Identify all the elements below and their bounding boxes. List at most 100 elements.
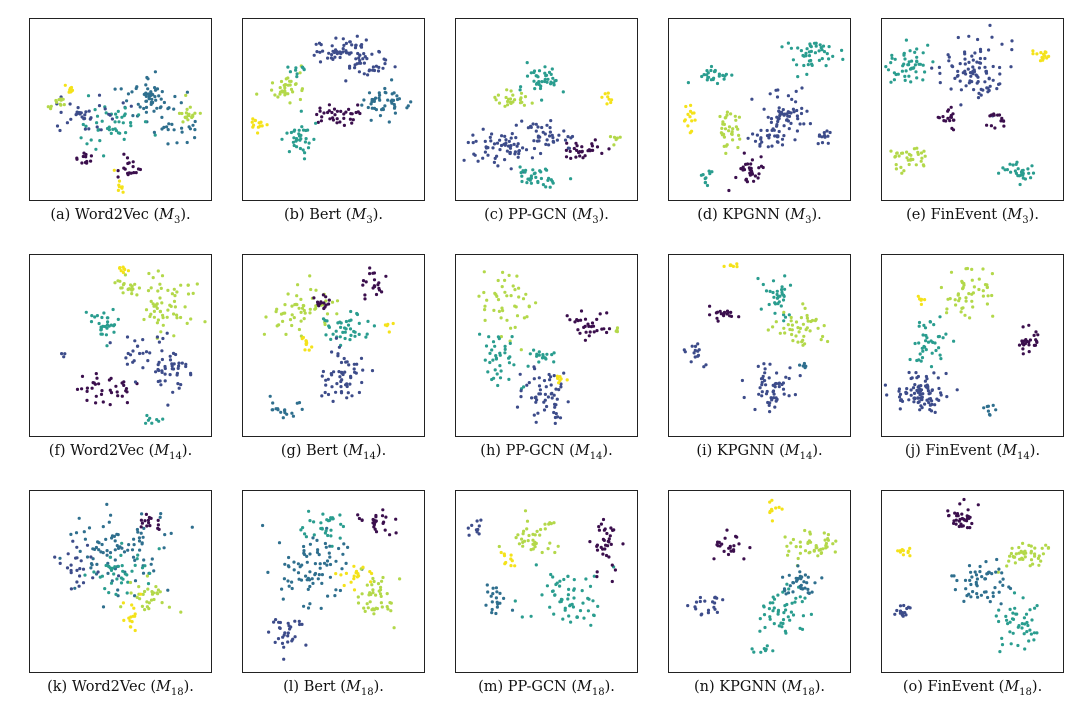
scatter-point: [122, 137, 126, 141]
scatter-point: [820, 576, 824, 580]
scatter-point: [557, 133, 561, 137]
scatter-point: [715, 543, 719, 547]
scatter-point: [99, 328, 103, 332]
scatter-point: [370, 100, 374, 104]
scatter-point: [1008, 620, 1012, 624]
scatter-point: [1012, 591, 1017, 595]
scatter-point: [1017, 551, 1021, 555]
scatter-point: [804, 328, 808, 332]
scatter-point: [292, 560, 296, 564]
scatter-point: [803, 306, 807, 310]
scatter-point: [153, 88, 158, 92]
scatter-point: [602, 538, 606, 542]
scatter-point: [542, 408, 547, 412]
scatter-point: [782, 313, 786, 317]
scatter-point: [831, 54, 835, 59]
scatter-point: [58, 556, 62, 560]
scatter-point: [840, 48, 844, 52]
scatter-point: [955, 388, 959, 392]
scatter-point: [548, 126, 552, 130]
point-cluster: [884, 38, 935, 84]
scatter-point: [193, 111, 197, 115]
scatter-point: [163, 533, 167, 537]
scatter-point: [824, 64, 828, 68]
scatter-point: [779, 621, 783, 625]
scatter-point: [952, 521, 956, 525]
scatter-point: [1046, 546, 1051, 550]
point-cluster: [766, 302, 830, 347]
scatter-point: [1005, 564, 1009, 568]
scatter-point: [152, 309, 156, 313]
scatter-point: [746, 136, 750, 140]
scatter-point: [523, 509, 528, 513]
scatter-point: [328, 555, 332, 559]
scatter-point: [360, 380, 364, 385]
scatter-point: [509, 553, 513, 557]
scatter-plot-a: [29, 18, 212, 201]
scatter-point: [105, 126, 110, 131]
scatter-point: [522, 103, 526, 107]
scatter-point: [782, 124, 786, 128]
scatter-point: [714, 311, 718, 315]
scatter-point: [927, 401, 931, 405]
scatter-point: [308, 542, 312, 546]
scatter-point: [362, 52, 366, 56]
scatter-point: [308, 311, 312, 315]
scatter-point: [936, 376, 940, 380]
scatter-point: [78, 574, 82, 578]
scatter-point: [145, 574, 149, 578]
scatter-point: [775, 398, 779, 402]
scatter-point: [809, 612, 813, 616]
scatter-point: [820, 57, 824, 61]
scatter-point: [83, 573, 87, 577]
point-cluster: [682, 342, 708, 369]
scatter-point: [776, 302, 780, 306]
scatter-point: [156, 363, 160, 367]
scatter-point: [149, 562, 153, 566]
scatter-point: [722, 549, 726, 553]
scatter-point: [157, 340, 161, 344]
scatter-point: [815, 546, 819, 550]
scatter-point: [357, 390, 361, 395]
scatter-point: [931, 340, 935, 344]
scatter-point: [974, 73, 978, 77]
scatter-point: [374, 64, 378, 68]
point-cluster: [722, 262, 739, 269]
scatter-point: [352, 577, 356, 581]
scatter-point: [805, 581, 809, 585]
scatter-point: [152, 315, 156, 319]
scatter-point: [962, 283, 966, 287]
scatter-point: [131, 360, 135, 364]
scatter-point: [579, 309, 584, 313]
scatter-point: [370, 106, 374, 110]
scatter-point: [778, 114, 782, 118]
scatter-point: [332, 370, 336, 374]
scatter-point: [919, 404, 923, 408]
scatter-point: [154, 370, 158, 374]
scatter-point: [763, 649, 768, 653]
scatter-point: [284, 77, 288, 81]
scatter-point: [595, 570, 599, 574]
scatter-point: [518, 165, 522, 169]
scatter-point: [506, 99, 510, 104]
scatter-point: [148, 351, 152, 355]
scatter-point: [688, 109, 693, 113]
scatter-point: [324, 333, 328, 337]
scatter-point: [534, 301, 538, 305]
scatter-point: [814, 41, 818, 45]
scatter-point: [272, 620, 276, 624]
scatter-point: [292, 136, 296, 140]
scatter-point: [902, 169, 906, 173]
scatter-point: [775, 289, 779, 293]
scatter-point: [355, 362, 359, 366]
scatter-point: [759, 136, 763, 140]
scatter-point: [350, 121, 354, 125]
scatter-point: [908, 67, 913, 71]
scatter-point: [562, 371, 566, 375]
scatter-point: [292, 129, 296, 133]
scatter-point: [1021, 341, 1025, 345]
scatter-point: [300, 622, 304, 626]
scatter-point: [498, 601, 502, 605]
scatter-point: [781, 575, 785, 579]
scatter-point: [144, 83, 148, 87]
